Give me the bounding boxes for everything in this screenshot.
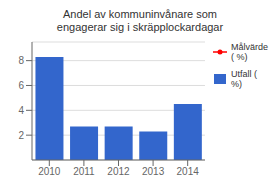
html-text:Utfall ( %): Utfall ( %)	[231, 68, 257, 89]
html-text:Målvärde ( %): Målvärde ( %)	[231, 42, 268, 63]
svg-text:2013: 2013	[142, 166, 165, 177]
svg-text:2010: 2010	[38, 166, 61, 177]
svg-text:4: 4	[18, 105, 24, 116]
svg-text:8: 8	[18, 55, 24, 66]
html-text:Andel av kommuninvånare som en: Andel av kommuninvånare som engagerar si…	[56, 8, 224, 33]
svg-text:2012: 2012	[107, 166, 130, 177]
svg-text:2: 2	[18, 130, 24, 141]
svg-text:6: 6	[18, 80, 24, 91]
svg-text:2011: 2011	[73, 166, 95, 177]
svg-text:2014: 2014	[177, 166, 200, 177]
